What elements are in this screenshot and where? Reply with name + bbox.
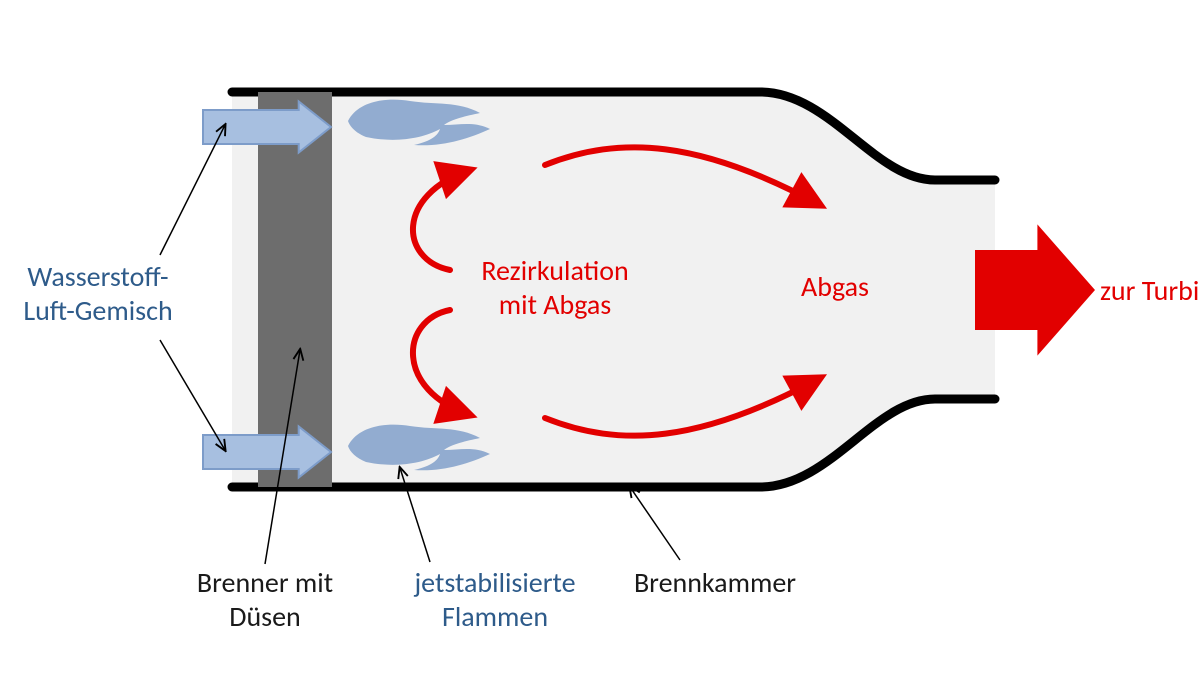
label-exhaust: Abgas xyxy=(801,269,869,304)
combustor-diagram: Wasserstoff-Luft-Gemisch Brenner mitDüsen… xyxy=(0,0,1200,675)
label-flames-l2: Flammen xyxy=(442,599,548,634)
pointer-mixture_bottom xyxy=(160,340,225,450)
label-to-turbine: zur Turbine xyxy=(1100,273,1200,308)
burner-block xyxy=(258,92,332,487)
label-flames-l1: jetstabilisierte xyxy=(413,565,575,600)
label-recirc-l1: Rezirkulation xyxy=(481,253,628,288)
pointer-combustor xyxy=(630,487,680,560)
label-combustor: Brennkammer xyxy=(634,565,796,600)
pointer-mixture_top xyxy=(160,125,225,255)
label-burner-l2: Düsen xyxy=(229,599,301,634)
label-mixture-l2: Luft-Gemisch xyxy=(23,293,172,328)
label-mixture-l1: Wasserstoff- xyxy=(27,259,168,294)
label-recirc-l2: mit Abgas xyxy=(499,287,611,322)
label-burner-l1: Brenner mit xyxy=(197,565,333,600)
